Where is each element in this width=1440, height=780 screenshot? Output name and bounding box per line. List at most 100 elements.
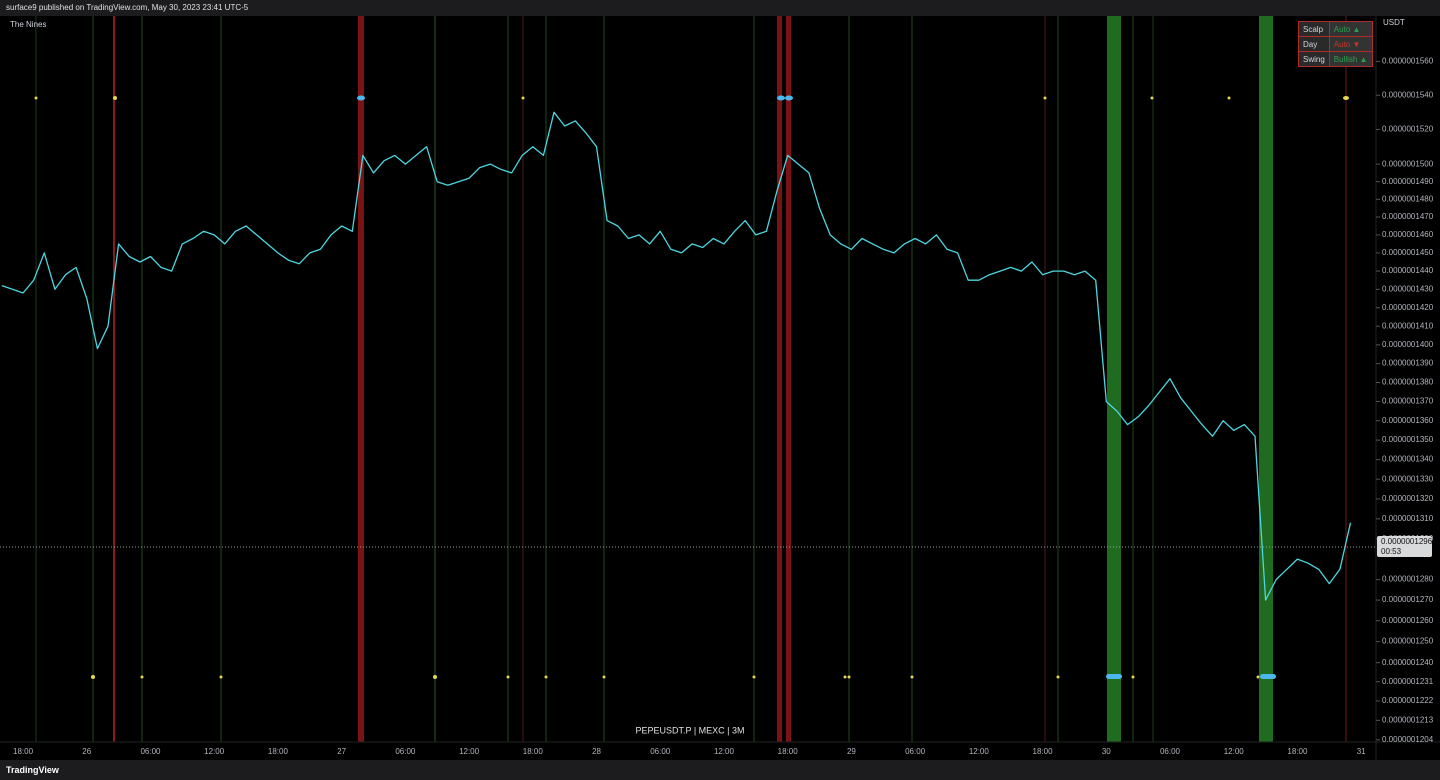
indicator-table: Scalp Auto ▲ Day Auto ▼ Swing Bullish ▲ xyxy=(1298,21,1373,67)
x-tick-label: 12:00 xyxy=(459,747,480,756)
publish-info: surface9 published on TradingView.com, M… xyxy=(6,3,249,12)
x-tick-label: 12:00 xyxy=(714,747,735,756)
table-row: Scalp Auto ▲ xyxy=(1298,21,1373,37)
currency: USDT xyxy=(1383,18,1405,27)
y-tick-label: 0.0000001320 xyxy=(1382,494,1434,503)
row-label: Day xyxy=(1298,36,1330,52)
y-tick-label: 0.0000001450 xyxy=(1382,248,1434,257)
y-tick-label: 0.0000001213 xyxy=(1382,715,1434,724)
x-tick-label: 31 xyxy=(1357,747,1366,756)
x-tick-label: 12:00 xyxy=(1224,747,1245,756)
green-band xyxy=(1259,16,1273,742)
session-markers xyxy=(35,16,1347,742)
x-tick-label: 06:00 xyxy=(650,747,671,756)
y-tick-label: 0.0000001430 xyxy=(1382,284,1434,293)
x-tick-label: 30 xyxy=(1102,747,1111,756)
last-price-box xyxy=(1377,535,1432,557)
dot xyxy=(1256,675,1260,679)
dot xyxy=(777,95,785,101)
y-tick-label: 0.0000001231 xyxy=(1382,677,1434,686)
y-tick-label: 0.0000001480 xyxy=(1382,194,1434,203)
y-tick-label: 0.0000001470 xyxy=(1382,212,1434,221)
dot xyxy=(1056,675,1060,679)
x-tick-label: 06:00 xyxy=(1160,747,1181,756)
x-tick-label: 12:00 xyxy=(969,747,990,756)
y-tick-label: 0.0000001240 xyxy=(1382,658,1434,667)
y-tick-label: 0.0000001400 xyxy=(1382,340,1434,349)
y-tick-label: 0.0000001340 xyxy=(1382,455,1434,464)
y-tick-label: 0.0000001380 xyxy=(1382,378,1434,387)
y-tick-label: 0.0000001260 xyxy=(1382,616,1434,625)
red-band xyxy=(358,16,364,742)
y-tick-label: 0.0000001370 xyxy=(1382,397,1434,406)
last-price-label: 0.0000001296 xyxy=(1381,537,1433,546)
dot xyxy=(847,675,851,679)
row-value: Bullish ▲ xyxy=(1328,51,1373,67)
x-tick-label: 18:00 xyxy=(523,747,544,756)
y-tick-label: 0.0000001350 xyxy=(1382,435,1434,444)
symbol-label: PEPEUSDT.P | MEXC | 3M xyxy=(635,725,744,735)
dot xyxy=(1150,96,1154,100)
y-tick-label: 0.0000001420 xyxy=(1382,303,1434,312)
y-tick-label: 0.0000001270 xyxy=(1382,595,1434,604)
chart-bg xyxy=(0,16,1440,760)
dot xyxy=(1260,674,1276,679)
dot xyxy=(1343,96,1349,100)
x-tick-label: 29 xyxy=(847,747,856,756)
signal-dots xyxy=(34,95,1349,679)
x-tick-label: 26 xyxy=(82,747,91,756)
y-tick-label: 0.0000001520 xyxy=(1382,125,1434,134)
y-tick-label: 0.0000001490 xyxy=(1382,177,1434,186)
countdown: 00:53 xyxy=(1381,547,1402,556)
dot xyxy=(544,675,548,679)
x-tick-label: 18:00 xyxy=(1033,747,1054,756)
y-tick-label: 0.0000001440 xyxy=(1382,266,1434,275)
x-tick-label: 18:00 xyxy=(1287,747,1308,756)
y-tick-label: 0.0000001390 xyxy=(1382,359,1434,368)
dot xyxy=(506,675,510,679)
red-band xyxy=(777,16,782,742)
dot xyxy=(1227,96,1231,100)
green-band xyxy=(1107,16,1121,742)
dot xyxy=(219,675,223,679)
x-tick-label: 18:00 xyxy=(13,747,34,756)
y-tick-label: 0.0000001360 xyxy=(1382,416,1434,425)
brand: TradingView xyxy=(6,765,59,775)
table-row: Day Auto ▼ xyxy=(1298,36,1373,52)
x-tick-label: 12:00 xyxy=(204,747,225,756)
x-tick-label: 18:00 xyxy=(778,747,799,756)
dot xyxy=(91,675,95,679)
dot xyxy=(34,96,38,100)
dot xyxy=(433,675,437,679)
y-tick-label: 0.0000001310 xyxy=(1382,514,1434,523)
x-tick-label: 27 xyxy=(337,747,346,756)
row-label: Swing xyxy=(1298,51,1330,67)
x-tick-label: 06:00 xyxy=(140,747,161,756)
x-tick-label: 06:00 xyxy=(905,747,926,756)
y-tick-label: 0.0000001280 xyxy=(1382,575,1434,584)
footer: TradingView xyxy=(0,760,1440,780)
dot xyxy=(1043,96,1047,100)
dot xyxy=(521,96,525,100)
x-tick-label: 18:00 xyxy=(268,747,289,756)
dot xyxy=(1106,674,1122,679)
y-tick-label: 0.0000001460 xyxy=(1382,230,1434,239)
y-tick-label: 0.0000001222 xyxy=(1382,696,1434,705)
dot xyxy=(1131,675,1135,679)
x-tick-label: 06:00 xyxy=(395,747,416,756)
row-value: Auto ▲ xyxy=(1328,21,1373,37)
price-line xyxy=(1,111,1352,601)
y-tick-label: 0.0000001560 xyxy=(1382,57,1434,66)
x-tick-label: 28 xyxy=(592,747,601,756)
y-tick-label: 0.0000001250 xyxy=(1382,637,1434,646)
y-tick-label: 0.0000001330 xyxy=(1382,474,1434,483)
dot xyxy=(910,675,914,679)
dot xyxy=(357,95,365,101)
y-tick-label: 0.0000001204 xyxy=(1382,735,1434,744)
row-value: Auto ▼ xyxy=(1328,36,1373,52)
dot xyxy=(752,675,756,679)
publish-bar: surface9 published on TradingView.com, M… xyxy=(0,0,1440,16)
table-row: Swing Bullish ▲ xyxy=(1298,51,1373,67)
dot xyxy=(843,675,847,679)
